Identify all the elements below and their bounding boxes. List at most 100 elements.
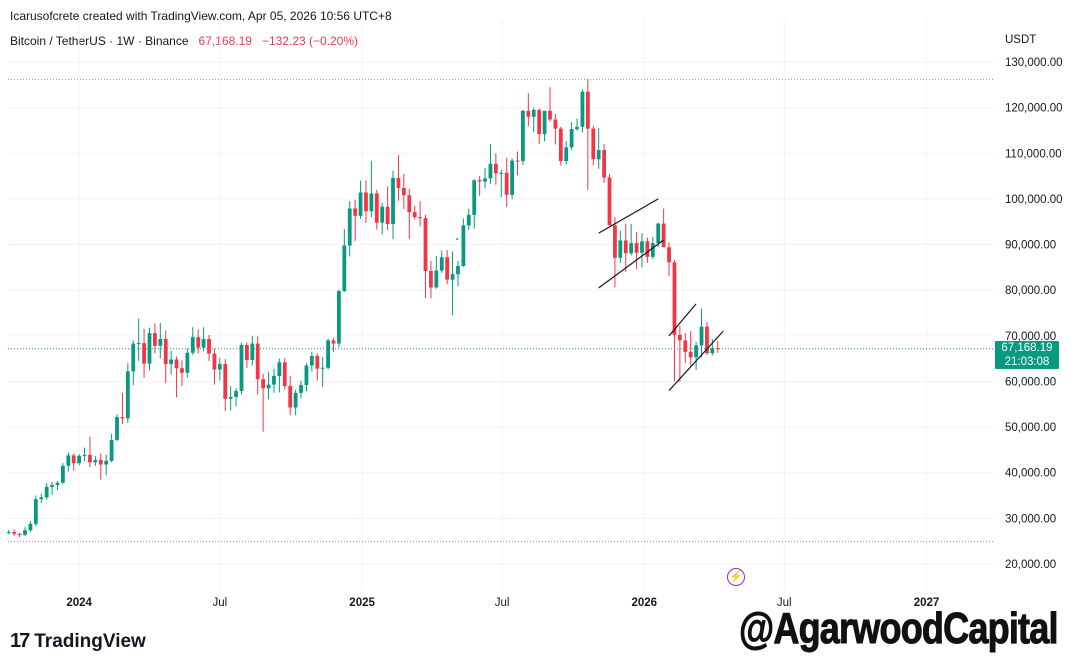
candle-body — [82, 454, 87, 456]
candle-body — [250, 343, 255, 361]
candle-body — [153, 333, 157, 346]
candle-body — [88, 454, 92, 463]
candle-body — [385, 206, 390, 225]
candle-body — [212, 353, 217, 370]
candle-body — [634, 243, 639, 253]
candle-body — [656, 223, 661, 244]
candle-body — [650, 243, 655, 257]
candle-body — [472, 180, 477, 215]
candle-body — [223, 364, 228, 399]
candle-body — [169, 359, 174, 365]
candle-body — [477, 180, 482, 182]
x-tick-label: 2026 — [632, 597, 658, 609]
candle-body — [553, 119, 558, 129]
candle-body — [142, 343, 146, 364]
candle-body — [331, 340, 336, 344]
candle-body — [23, 530, 27, 535]
candle-body — [180, 368, 184, 373]
candle-body — [33, 499, 38, 524]
tradingview-wordmark: TradingView — [34, 630, 146, 652]
candle-body — [515, 160, 520, 162]
candle-body — [391, 177, 395, 225]
y-tick-label: 20,000.00 — [1005, 559, 1056, 571]
symbol-title[interactable]: Bitcoin / TetherUS · 1W · Binance — [10, 34, 189, 48]
time-axis[interactable]: 2024 Jul 2025 Jul 2026 Jul 2027 — [66, 597, 939, 609]
candle-body — [466, 214, 471, 226]
candle-body — [672, 262, 677, 335]
candle-body — [239, 344, 244, 392]
candle-body — [623, 240, 628, 254]
candle-body — [564, 147, 569, 162]
candle-body — [77, 455, 82, 464]
candle-body — [537, 109, 542, 135]
candle-body — [374, 193, 379, 223]
candle-body — [591, 128, 596, 160]
candle-body — [412, 212, 417, 218]
channel-drawings[interactable] — [598, 198, 724, 391]
candle-body — [434, 270, 439, 288]
candle-body — [629, 243, 634, 254]
candle-body — [683, 340, 688, 352]
chart-credit: Icarusofcrete created with TradingView.c… — [10, 9, 392, 23]
candle-body — [705, 326, 709, 354]
candle-body — [347, 208, 352, 246]
symbol-info[interactable]: Bitcoin / TetherUS · 1W · Binance 67,168… — [10, 34, 358, 48]
candle-body — [699, 326, 704, 346]
candle-body — [667, 247, 671, 263]
y-tick-label: 50,000.00 — [1005, 422, 1056, 434]
candle-body — [288, 386, 293, 408]
candle-body — [640, 241, 644, 253]
candle-body — [115, 417, 119, 440]
price-change: −132.23 (−0.20%) — [261, 34, 359, 48]
y-tick-label: 70,000.00 — [1005, 331, 1056, 343]
candle-body — [429, 271, 433, 288]
candle-body — [504, 172, 509, 195]
lightning-bolt-icon[interactable]: ⚡ — [727, 568, 745, 586]
candle-body — [677, 334, 682, 341]
y-tick-label: 120,000.00 — [1005, 103, 1063, 115]
candle-body — [158, 339, 163, 346]
candle-body — [190, 337, 195, 353]
stray-point — [456, 238, 459, 241]
candle-body — [326, 340, 330, 368]
candle-body — [315, 355, 320, 369]
candle-body — [483, 178, 487, 182]
candle-body — [131, 343, 136, 372]
candle-body — [607, 177, 612, 226]
candle-body — [66, 455, 71, 466]
candle-body — [396, 177, 401, 188]
candle-body — [542, 110, 547, 135]
y-tick-label: 30,000.00 — [1005, 513, 1056, 525]
candle-body — [196, 337, 201, 348]
candle-body — [364, 192, 368, 212]
candle-body — [493, 163, 498, 174]
candle-body — [98, 459, 103, 465]
candle-body — [245, 344, 249, 361]
candle-body — [715, 348, 720, 350]
candle-body — [526, 110, 531, 117]
channel-line — [668, 303, 697, 337]
currency-label[interactable]: USDT — [1005, 34, 1037, 46]
candle-body — [55, 482, 60, 486]
candle-body — [93, 459, 98, 463]
tradingview-logo[interactable]: 17 TradingView — [10, 630, 146, 653]
x-tick-label: Jul — [777, 597, 792, 609]
candle-body — [521, 110, 525, 162]
candle-body — [309, 355, 314, 366]
candle-body — [618, 240, 623, 258]
candle-body — [548, 110, 552, 120]
last-price: 67,168.19 — [198, 34, 252, 48]
candle-body — [282, 362, 287, 387]
x-tick-label: 2027 — [914, 597, 940, 609]
candle-body — [407, 195, 412, 213]
candle-body — [358, 192, 363, 216]
candle-body — [423, 218, 428, 272]
candle-body — [580, 91, 585, 127]
candles — [6, 79, 720, 538]
grid — [8, 20, 993, 590]
candle-body — [120, 417, 125, 419]
candle-body — [499, 172, 504, 174]
price-axis[interactable]: 20,000.00 30,000.00 40,000.00 50,000.00 60,0… — [1005, 57, 1063, 571]
candle-body — [401, 187, 406, 196]
